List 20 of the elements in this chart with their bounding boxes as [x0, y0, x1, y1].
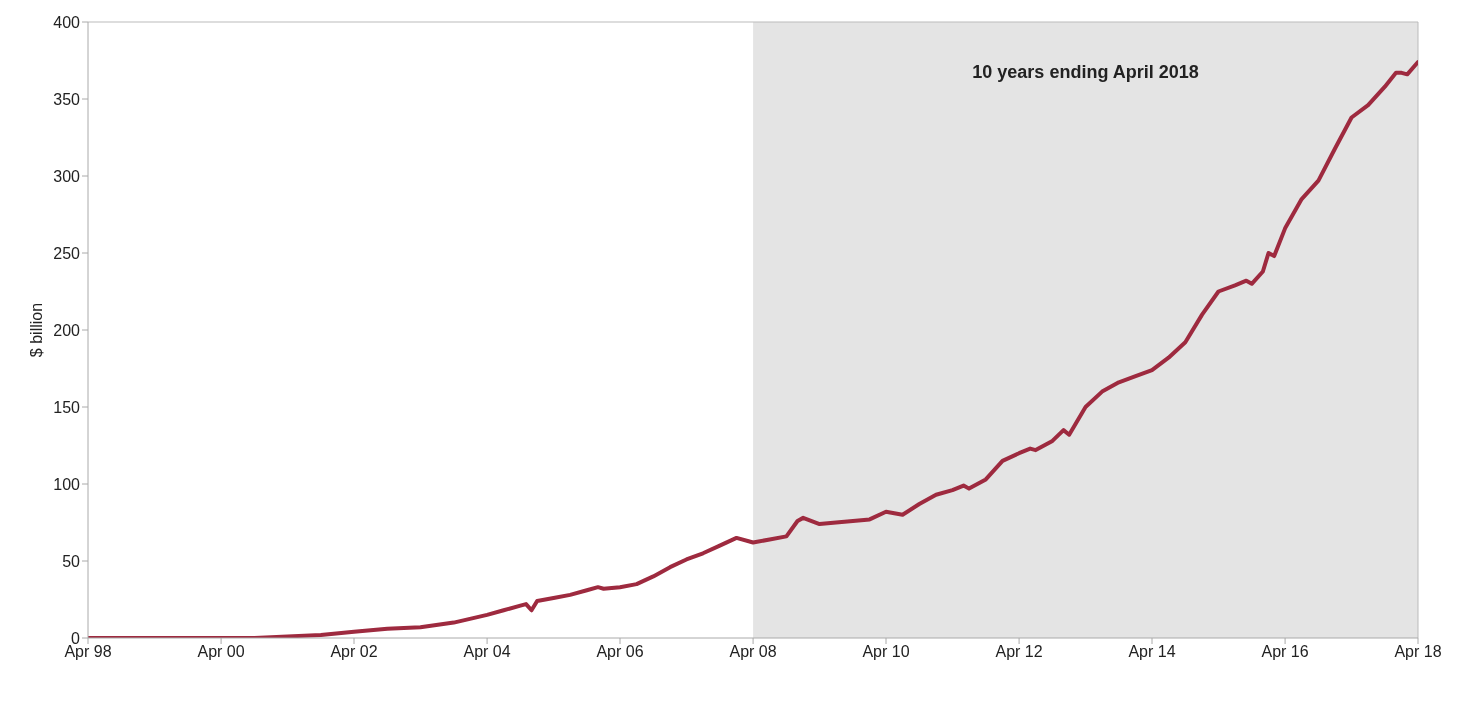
x-tick-label: Apr 10: [862, 643, 910, 661]
x-tick-label: Apr 14: [1128, 643, 1176, 661]
y-tick-label: 50: [62, 552, 81, 570]
band-label: 10 years ending April 2018: [972, 62, 1199, 82]
x-tick-label: Apr 08: [729, 643, 777, 661]
x-tick-label: Apr 12: [995, 643, 1043, 661]
y-tick-label: 400: [53, 13, 81, 31]
x-tick-label: Apr 06: [596, 643, 644, 661]
y-tick-label: 350: [53, 90, 81, 108]
y-tick-label: 300: [53, 167, 81, 185]
x-tick-label: Apr 04: [463, 643, 511, 661]
y-tick-label: 250: [53, 244, 81, 262]
y-axis-title: $ billion: [27, 302, 45, 358]
y-tick-label: 150: [53, 398, 81, 416]
x-tick-label: Apr 16: [1261, 643, 1309, 661]
x-tick-label: Apr 02: [330, 643, 378, 661]
y-tick-label: 100: [53, 475, 81, 493]
x-tick-label: Apr 18: [1394, 643, 1442, 661]
y-tick-label: 200: [53, 321, 81, 339]
x-tick-label: Apr 00: [197, 643, 245, 661]
